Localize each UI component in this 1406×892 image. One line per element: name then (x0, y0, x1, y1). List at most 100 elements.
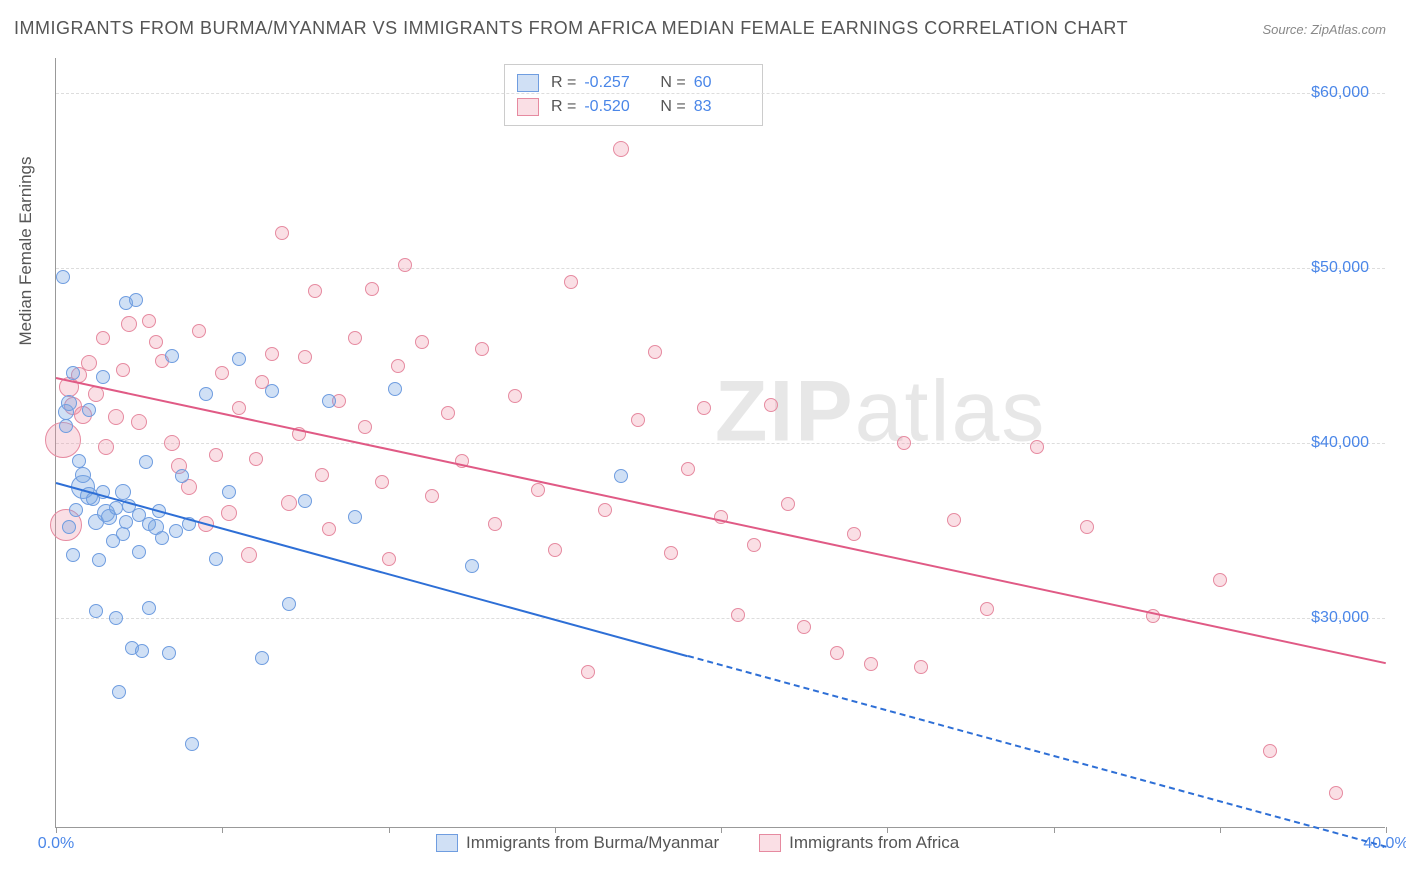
x-tick (1054, 827, 1055, 833)
scatter-point-series2 (488, 517, 502, 531)
x-tick (887, 827, 888, 833)
scatter-point-series2 (232, 401, 246, 415)
scatter-point-series2 (142, 314, 156, 328)
scatter-point-series2 (697, 401, 711, 415)
scatter-point-series1 (348, 510, 362, 524)
r-label: R = (551, 95, 576, 119)
r-label: R = (551, 71, 576, 95)
scatter-point-series2 (116, 363, 130, 377)
r-value-1: -0.257 (584, 71, 640, 95)
series-legend: Immigrants from Burma/Myanmar Immigrants… (436, 833, 959, 853)
scatter-point-series1 (298, 494, 312, 508)
scatter-point-series1 (185, 737, 199, 751)
scatter-point-series1 (66, 366, 80, 380)
scatter-point-series1 (89, 604, 103, 618)
scatter-point-series2 (613, 141, 629, 157)
scatter-point-series1 (465, 559, 479, 573)
scatter-point-series2 (747, 538, 761, 552)
scatter-point-series2 (764, 398, 778, 412)
scatter-point-series2 (121, 316, 137, 332)
legend-label-2: Immigrants from Africa (789, 833, 959, 853)
scatter-point-series2 (249, 452, 263, 466)
gridline (56, 268, 1385, 269)
scatter-point-series2 (1080, 520, 1094, 534)
scatter-point-series2 (681, 462, 695, 476)
scatter-point-series2 (192, 324, 206, 338)
scatter-point-series2 (914, 660, 928, 674)
scatter-point-series2 (164, 435, 180, 451)
scatter-point-series1 (75, 467, 91, 483)
scatter-point-series2 (265, 347, 279, 361)
scatter-point-series2 (631, 413, 645, 427)
scatter-point-series2 (96, 331, 110, 345)
scatter-point-series1 (139, 455, 153, 469)
y-tick-label: $40,000 (1311, 434, 1369, 452)
scatter-point-series1 (265, 384, 279, 398)
scatter-point-series1 (232, 352, 246, 366)
trendline-series1-dashed (687, 655, 1386, 848)
x-tick-label: 40.0% (1363, 835, 1406, 853)
legend-item-1: Immigrants from Burma/Myanmar (436, 833, 719, 853)
watermark-atlas: atlas (855, 364, 1047, 460)
scatter-point-series2 (358, 420, 372, 434)
y-tick-label: $60,000 (1311, 84, 1369, 102)
scatter-point-series2 (598, 503, 612, 517)
x-tick (222, 827, 223, 833)
scatter-point-series2 (81, 355, 97, 371)
scatter-point-series2 (149, 335, 163, 349)
chart-title: IMMIGRANTS FROM BURMA/MYANMAR VS IMMIGRA… (14, 18, 1128, 39)
x-tick (1220, 827, 1221, 833)
correlation-legend: R = -0.257 N = 60 R = -0.520 N = 83 (504, 64, 763, 126)
scatter-point-series2 (731, 608, 745, 622)
scatter-point-series2 (441, 406, 455, 420)
scatter-point-series1 (282, 597, 296, 611)
stat-row: R = -0.257 N = 60 (517, 71, 750, 95)
scatter-point-series2 (298, 350, 312, 364)
scatter-point-series2 (475, 342, 489, 356)
y-tick-label: $30,000 (1311, 609, 1369, 627)
scatter-point-series2 (830, 646, 844, 660)
scatter-point-series1 (175, 469, 189, 483)
swatch-series1 (436, 834, 458, 852)
scatter-point-series1 (155, 531, 169, 545)
scatter-point-series1 (129, 293, 143, 307)
scatter-point-series2 (797, 620, 811, 634)
scatter-point-series1 (322, 394, 336, 408)
y-tick-label: $50,000 (1311, 259, 1369, 277)
swatch-series2 (517, 98, 539, 116)
scatter-point-series1 (56, 270, 70, 284)
y-axis-label: Median Female Earnings (16, 157, 36, 346)
scatter-point-series1 (109, 501, 123, 515)
source-label: Source: ZipAtlas.com (1262, 22, 1386, 37)
scatter-point-series2 (398, 258, 412, 272)
watermark-zip: ZIP (715, 364, 855, 460)
scatter-point-series1 (222, 485, 236, 499)
scatter-point-series2 (131, 414, 147, 430)
x-tick (389, 827, 390, 833)
scatter-point-series1 (165, 349, 179, 363)
scatter-point-series2 (664, 546, 678, 560)
scatter-point-series2 (98, 439, 114, 455)
n-value-1: 60 (694, 71, 750, 95)
scatter-point-series2 (508, 389, 522, 403)
scatter-point-series2 (425, 489, 439, 503)
scatter-point-series2 (322, 522, 336, 536)
scatter-point-series1 (82, 403, 96, 417)
scatter-point-series2 (1030, 440, 1044, 454)
scatter-point-series2 (1329, 786, 1343, 800)
scatter-point-series2 (531, 483, 545, 497)
scatter-point-series2 (1263, 744, 1277, 758)
scatter-point-series1 (116, 527, 130, 541)
trendline-series2 (56, 377, 1386, 664)
scatter-point-series1 (135, 644, 149, 658)
scatter-point-series2 (348, 331, 362, 345)
scatter-point-series2 (864, 657, 878, 671)
n-label: N = (660, 71, 685, 95)
scatter-point-series1 (199, 387, 213, 401)
x-tick (56, 827, 57, 833)
swatch-series1 (517, 74, 539, 92)
scatter-point-series1 (142, 601, 156, 615)
scatter-point-series1 (69, 503, 83, 517)
x-tick (721, 827, 722, 833)
scatter-point-series2 (847, 527, 861, 541)
